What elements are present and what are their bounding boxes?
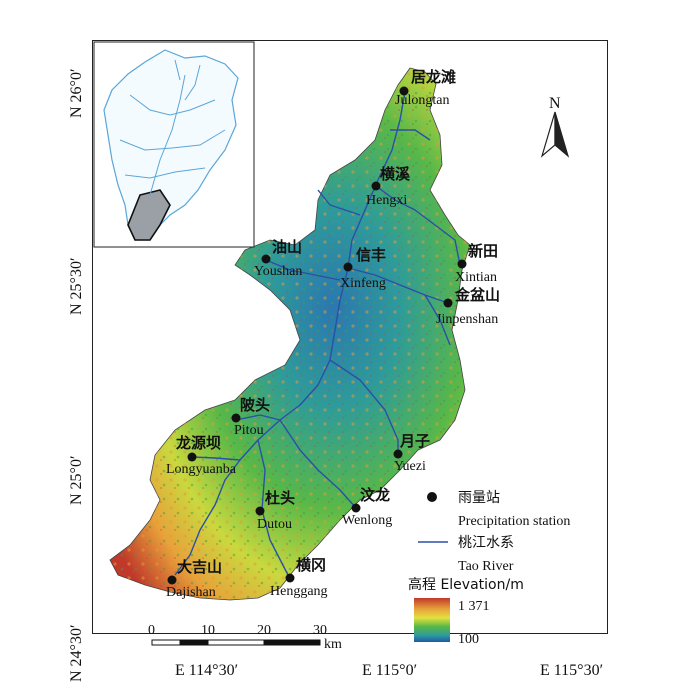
station-en-yuezi: Yuezi	[394, 459, 426, 474]
elevation-colorbar	[414, 598, 450, 642]
legend-station-en: Precipitation station	[458, 514, 570, 529]
station-en-xintian: Xintian	[455, 270, 497, 285]
station-cn-dutou: 杜头	[265, 489, 295, 507]
station-dot-pitou	[231, 413, 241, 423]
map-legend: 雨量站 Precipitation station 桃江水系 Tao River…	[408, 490, 570, 647]
station-dot-hengxi	[371, 181, 381, 191]
north-label: N	[549, 95, 561, 112]
station-cn-longyuanba: 龙源坝	[175, 434, 221, 452]
station-cn-xintian: 新田	[468, 242, 498, 260]
station-dot-jinpenshan	[443, 298, 453, 308]
lon-label-115-30: E 115°30′	[540, 662, 604, 679]
inset-jiangxi-map	[103, 49, 239, 241]
station-en-julongtan: Julongtan	[395, 93, 449, 108]
station-dot-wenlong	[351, 503, 361, 513]
legend-station-dot	[427, 492, 437, 502]
station-cn-julongtan: 居龙滩	[411, 68, 456, 86]
station-en-dajishan: Dajishan	[166, 585, 216, 600]
station-dot-henggang	[285, 573, 295, 583]
station-dot-youshan	[261, 254, 271, 264]
station-en-jinpenshan: Jinpenshan	[436, 312, 498, 327]
scale-tick-0: 0	[148, 623, 155, 638]
lon-label-115-0: E 115°0′	[362, 662, 418, 679]
north-arrow-icon	[540, 111, 570, 158]
legend-river-en: Tao River	[458, 559, 514, 574]
station-labels: 居龙滩 Julongtan 横溪 Hengxi 油山 Youshan 信丰 Xi…	[166, 68, 500, 600]
station-cn-pitou: 陂头	[240, 396, 270, 414]
scale-tick-30: 30	[313, 623, 327, 638]
legend-elev-max: 1 371	[458, 599, 490, 614]
station-en-pitou: Pitou	[234, 423, 264, 438]
legend-elevation-title: 高程 Elevation/m	[408, 576, 524, 593]
legend-elev-min: 100	[458, 632, 479, 647]
station-en-wenlong: Wenlong	[342, 513, 392, 528]
station-dot-longyuanba	[187, 452, 197, 462]
scale-bar: 0 10 20 30 km	[148, 623, 342, 652]
station-cn-xinfeng: 信丰	[356, 246, 386, 264]
station-cn-youshan: 油山	[272, 238, 302, 256]
station-en-hengxi: Hengxi	[366, 193, 407, 208]
station-cn-henggang: 横冈	[296, 556, 326, 574]
station-dot-dajishan	[167, 575, 177, 585]
station-dot-xintian	[457, 259, 467, 269]
scale-tick-20: 20	[257, 623, 271, 638]
lon-label-114-30: E 114°30′	[175, 662, 239, 679]
station-en-xinfeng: Xinfeng	[340, 276, 386, 291]
legend-station-cn: 雨量站	[458, 490, 500, 506]
scale-unit: km	[324, 637, 342, 652]
station-dot-dutou	[255, 506, 265, 516]
station-en-henggang: Henggang	[270, 584, 328, 599]
station-dot-xinfeng	[343, 262, 353, 272]
legend-river-cn: 桃江水系	[458, 535, 514, 551]
terrain-texture	[110, 68, 470, 600]
station-cn-jinpenshan: 金盆山	[454, 286, 500, 304]
station-cn-dajishan: 大吉山	[177, 558, 222, 576]
station-cn-wenlong: 汶龙	[360, 486, 390, 504]
station-markers	[167, 86, 467, 585]
station-en-youshan: Youshan	[254, 264, 302, 279]
map-frame	[92, 40, 608, 634]
station-en-dutou: Dutou	[257, 517, 292, 532]
station-cn-yuezi: 月子	[399, 432, 430, 450]
station-dot-julongtan	[399, 86, 409, 96]
station-cn-hengxi: 横溪	[380, 165, 411, 183]
tao-river-network	[174, 91, 461, 576]
station-dot-yuezi	[393, 449, 403, 459]
scale-tick-10: 10	[201, 623, 215, 638]
station-en-longyuanba: Longyuanba	[166, 462, 237, 477]
